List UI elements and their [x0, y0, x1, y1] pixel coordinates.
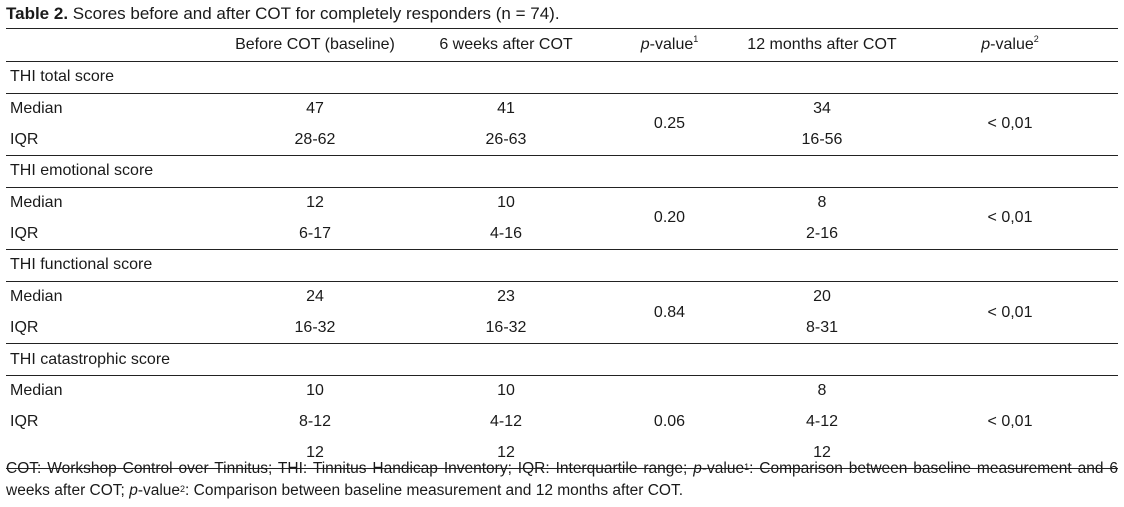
cell-baseline: 12: [306, 194, 324, 212]
cell-baseline: 12: [306, 443, 324, 461]
cell-twelve-months: 12: [813, 443, 831, 461]
cell-twelve-months: 8: [817, 382, 827, 400]
results-table: Before COT (baseline) 6 weeks after COT …: [6, 28, 1118, 469]
caption-label: Table 2.: [6, 4, 69, 23]
section-row: THI total score: [6, 62, 1118, 94]
cell-twelve-months: 2-16: [805, 224, 839, 242]
cell-six-weeks: 12: [497, 443, 515, 461]
table-row: IQR 16-32 16-32 8-31: [6, 313, 1118, 344]
cell-p-value-2: < 0,01: [987, 115, 1033, 133]
cell-six-weeks: 10: [497, 194, 515, 212]
cell-six-weeks: 16-32: [485, 318, 527, 336]
table-row: Median 10 10 0.06 8 < 0,01: [6, 375, 1118, 430]
header-empty: [6, 29, 215, 62]
table-row: Median 24 23 0.84 20 < 0,01: [6, 281, 1118, 320]
cell-six-weeks: 41: [497, 100, 515, 118]
row-label: IQR: [10, 412, 39, 430]
cell-baseline: 8-12: [298, 412, 332, 430]
cell-baseline: 6-17: [298, 224, 332, 242]
row-label: IQR: [10, 224, 39, 242]
table-row: Median 12 10 0.20 8 < 0,01: [6, 187, 1118, 226]
table-row: IQR 8-12 4-12 4-12: [6, 407, 1118, 438]
cell-twelve-months: 8: [817, 194, 827, 212]
cell-p-value-2: < 0,01: [987, 303, 1033, 321]
cell-p-value-1: 0.25: [653, 115, 686, 133]
cell-twelve-months: 16-56: [801, 130, 843, 148]
cell-baseline: 16-32: [294, 318, 336, 336]
header-p-value-2: p-value2: [981, 34, 1039, 53]
row-label: Median: [10, 194, 63, 212]
section-title: THI total score: [10, 68, 115, 86]
cell-six-weeks: 4-12: [489, 412, 523, 430]
row-label: Median: [10, 382, 63, 400]
section-row: THI functional score: [6, 250, 1118, 282]
cell-baseline: 24: [306, 288, 324, 306]
row-label: IQR: [10, 130, 39, 148]
table-row: IQR 6-17 4-16 2-16: [6, 218, 1118, 250]
section-row: THI catastrophic score: [6, 344, 1118, 376]
table-caption: Table 2. Scores before and after COT for…: [6, 3, 560, 25]
cell-p-value-2: < 0,01: [987, 412, 1033, 430]
row-label: IQR: [10, 318, 39, 336]
cell-p-value-1: 0.84: [653, 303, 686, 321]
row-label: Median: [10, 100, 63, 118]
section-row: THI emotional score: [6, 156, 1118, 188]
row-label: Median: [10, 288, 63, 306]
cell-twelve-months: 8-31: [805, 318, 839, 336]
cell-six-weeks: 26-63: [485, 130, 527, 148]
table-footnote: COT: Workshop Control over Tinnitus; THI…: [6, 460, 1119, 499]
header-row: Before COT (baseline) 6 weeks after COT …: [6, 28, 1118, 62]
cell-twelve-months: 4-12: [805, 412, 839, 430]
cell-baseline: 28-62: [294, 130, 336, 148]
cell-baseline: 47: [306, 100, 324, 118]
table-row: IQR 28-62 26-63 16-56: [6, 124, 1118, 156]
header-baseline: Before COT (baseline): [235, 36, 395, 53]
cell-p-value-1: 0.20: [653, 209, 686, 227]
caption-text: Scores before and after COT for complete…: [68, 4, 560, 23]
section-title: THI emotional score: [10, 162, 154, 180]
section-title: THI catastrophic score: [10, 350, 171, 368]
cell-p-value-1: 0.06: [653, 412, 686, 430]
header-six-weeks: 6 weeks after COT: [439, 36, 573, 53]
cell-p-value-2: < 0,01: [987, 209, 1033, 227]
cell-twelve-months: 20: [813, 288, 831, 306]
table-row: Median 47 41 0.25 34 < 0,01: [6, 93, 1118, 132]
table-row: 12 12 12: [6, 437, 1118, 469]
section-title: THI functional score: [10, 256, 153, 274]
cell-six-weeks: 23: [497, 288, 515, 306]
header-p-value-1: p-value1: [640, 34, 699, 53]
header-twelve-months: 12 months after COT: [747, 36, 897, 53]
cell-six-weeks: 10: [497, 382, 515, 400]
cell-baseline: 10: [306, 382, 324, 400]
cell-twelve-months: 34: [813, 100, 831, 118]
cell-six-weeks: 4-16: [489, 224, 523, 242]
